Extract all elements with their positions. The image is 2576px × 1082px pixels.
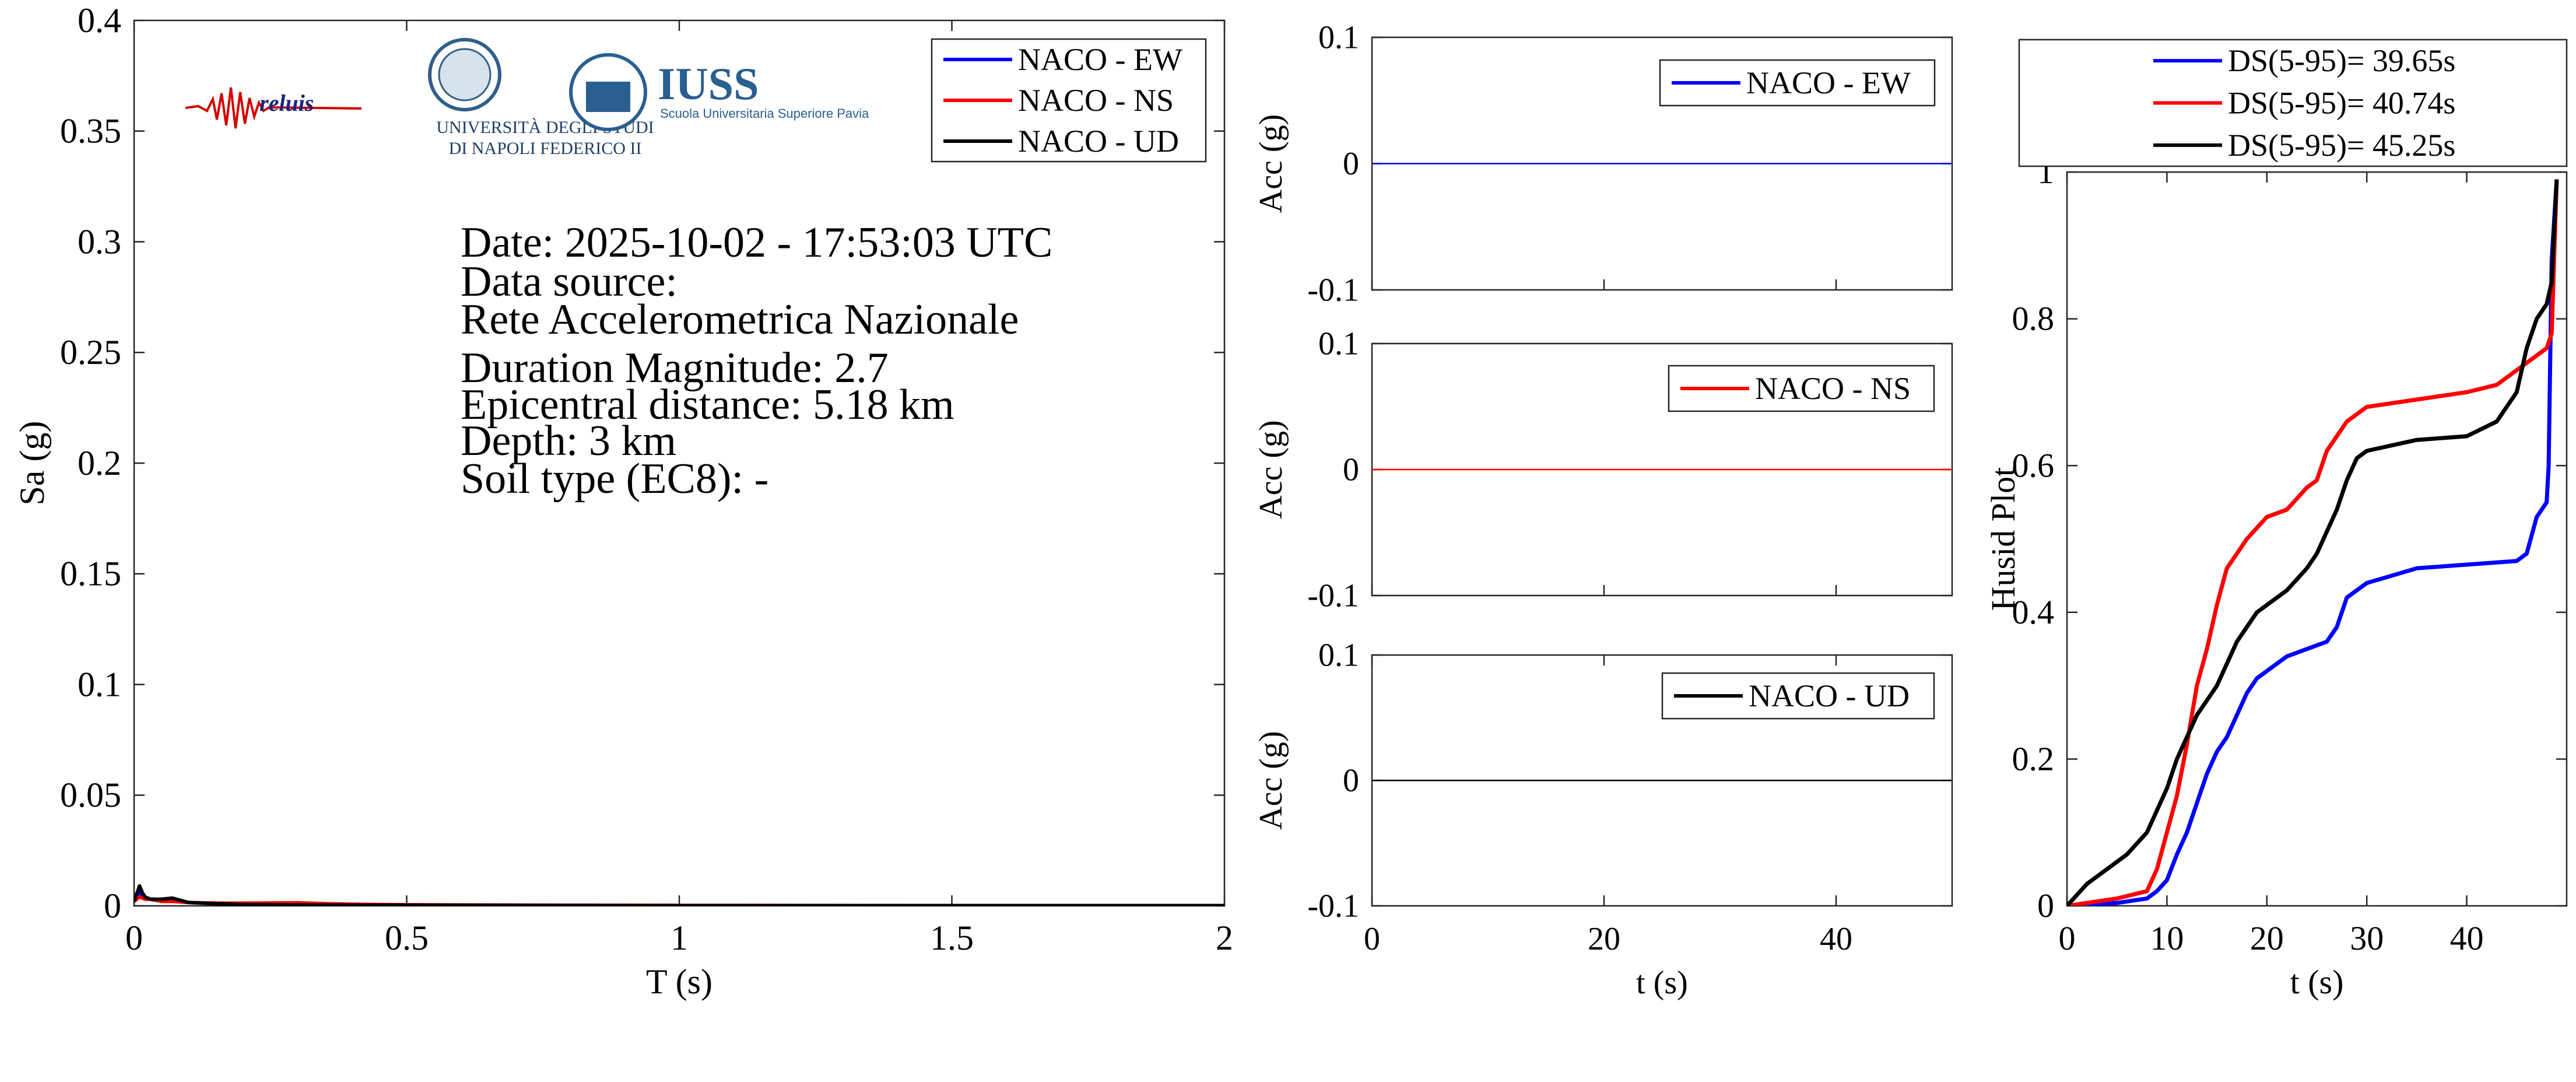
spectrum-legend-label-1: NACO - EW: [1018, 42, 1182, 77]
acc_ew-ytick-label: 0.1: [1318, 19, 1359, 55]
info-distance: Epicentral distance: 5.18 km: [461, 381, 954, 429]
spectrum-ytick-label: 0.25: [60, 333, 121, 372]
spectrum-series-line-3: [134, 884, 1224, 906]
spectrum-xlabel: T (s): [646, 962, 713, 1001]
husid-chart: 00.20.40.60.810 10 20 30 40t (s)Husid PlotDS…: [1984, 38, 2568, 1001]
acc_ns-ylabel: Acc (g): [1253, 420, 1289, 519]
iuss-logo: IUSS Scuola Universitaria Superiore Pavi…: [569, 53, 869, 131]
acc_ud-xtick-label: 20: [1588, 921, 1620, 957]
husid-xlabel: t (s): [2290, 963, 2344, 1001]
husid-xtick-label: 30: [2350, 919, 2384, 957]
info-date: Date: 2025-10-02 - 17:53:03 UTC: [461, 219, 1052, 267]
husid-ytick-label: 0.6: [2012, 446, 2055, 484]
unina-seal-inner: [438, 48, 492, 101]
acc_ud-ytick-label: -0.1: [1307, 888, 1359, 924]
husid-ytick-label: 0.2: [2012, 740, 2055, 778]
acc_ud-xtick-label: 0: [1364, 921, 1380, 957]
acc_ns-ytick-label: 0.1: [1318, 325, 1359, 362]
husid-ytick-label: 0.4: [2012, 593, 2055, 631]
spectrum-ytick-label: 0.05: [60, 776, 121, 814]
acc_ew-ylabel: Acc (g): [1253, 114, 1289, 213]
husid-xtick-label: 20: [2250, 919, 2284, 957]
acc_ns-ytick-label: 0: [1343, 451, 1359, 488]
husid-ytick-label: 0.8: [2012, 300, 2055, 338]
spectrum-xtick-label: 1: [671, 919, 688, 957]
info-source-label: Data source:: [461, 258, 678, 306]
acc-ew-chart: -0.1 0 0.1 Acc (g) NACO - EW: [1253, 19, 1953, 308]
spectrum-xtick-label: 2: [1216, 919, 1233, 957]
spectrum-ytick-label: 0.4: [78, 1, 121, 40]
husid-legend-label-2: DS(5-95)= 40.74s: [2228, 86, 2455, 121]
husid-xtick-label: 0: [2059, 919, 2076, 957]
spectrum-legend-label-2: NACO - NS: [1018, 83, 1174, 118]
info-magnitude: Duration Magnitude: 2.7: [461, 344, 889, 392]
husid-series-line-3: [2067, 179, 2559, 906]
husid-ylabel: Husid Plot: [1984, 467, 2022, 611]
spectrum-ytick-label: 0.3: [78, 222, 121, 261]
event-info: Date: 2025-10-02 - 17:53:03 UTC Data sou…: [461, 219, 1052, 503]
reluis-wave-icon: [185, 87, 362, 129]
acc_ew-ytick-label: 0: [1343, 146, 1359, 182]
spectrum-legend-label-3: NACO - UD: [1018, 124, 1179, 159]
spectrum-xtick-label: 0.5: [385, 919, 429, 957]
husid-xtick-label: 10: [2150, 919, 2184, 957]
husid-legend: [2018, 38, 2568, 167]
spectrum-xtick-label: 0: [125, 919, 143, 957]
acc_ud-xlabel: t (s): [1636, 965, 1688, 1001]
spectrum-ytick-label: 0.35: [60, 112, 121, 150]
acc_ns-ytick-label: -0.1: [1307, 577, 1359, 614]
iuss-title: IUSS: [658, 58, 759, 109]
husid-legend-label-1: DS(5-95)= 39.65s: [2228, 43, 2455, 78]
iuss-building-icon: [586, 82, 630, 112]
husid-xtick-label: 40: [2450, 919, 2484, 957]
acc_ew-ytick-label: -0.1: [1307, 272, 1359, 308]
acc_ud-ylabel: Acc (g): [1253, 731, 1289, 829]
husid-series-line-2: [2067, 179, 2559, 906]
spectrum-ytick-label: 0: [104, 887, 121, 925]
acc_ud-ytick-label: 0.1: [1318, 637, 1359, 673]
husid-legend-label-3: DS(5-95)= 45.25s: [2228, 128, 2455, 163]
reluis-logo: reluis: [185, 87, 362, 129]
spectrum-ytick-label: 0.15: [60, 555, 121, 593]
acc_ns-legend-label-1: NACO - NS: [1755, 371, 1911, 406]
spectrum-ylabel: Sa (g): [13, 421, 51, 506]
acc_ud-legend-label-1: NACO - UD: [1749, 678, 1910, 713]
acc_ud-xtick-label: 40: [1820, 921, 1852, 957]
spectrum-ytick-label: 0.2: [78, 444, 121, 482]
acc-ud-chart: -0.100.10 20 40t (s)Acc (g)NACO - UD: [1253, 637, 1953, 1001]
info-soil: Soil type (EC8): -: [461, 455, 768, 503]
unina-line2: DI NAPOLI FEDERICO II: [449, 139, 642, 158]
acc_ud-ytick-label: 0: [1343, 762, 1359, 799]
spectrum-xtick-label: 1.5: [930, 919, 974, 957]
acc_ew-legend-label-1: NACO - EW: [1746, 65, 1911, 100]
iuss-subtitle: Scuola Universitaria Superiore Pavia: [660, 106, 869, 121]
husid-ytick-label: 0: [2037, 887, 2054, 925]
reluis-text: reluis: [259, 90, 314, 116]
info-source: Rete Accelerometrica Nazionale: [461, 296, 1019, 344]
husid-axes-box: [2066, 171, 2568, 907]
info-depth: Depth: 3 km: [461, 417, 676, 465]
spectrum-chart: 0 0.05 0.1 0.15 0.2 0.25 0.3 0.35 0.4 0 0.5 1 1.5 2 T …: [13, 1, 1233, 1001]
spectrum-ytick-label: 0.1: [78, 665, 121, 703]
husid-series-line-1: [2067, 179, 2559, 906]
acc-ns-chart: -0.1 0 0.1 Acc (g) NACO - NS: [1253, 325, 1953, 614]
